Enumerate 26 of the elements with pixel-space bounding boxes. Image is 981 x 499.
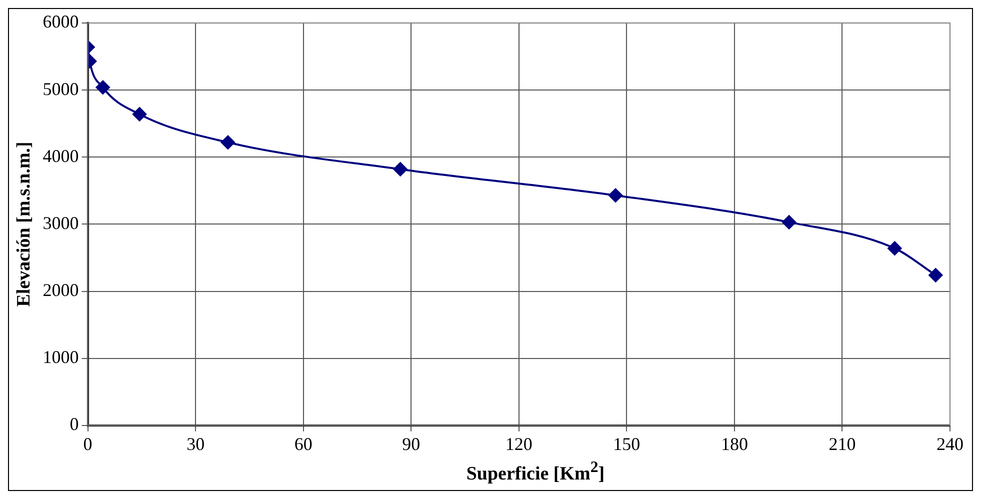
point — [608, 188, 623, 202]
y-tick-label: 4000 — [42, 146, 79, 166]
y-tick-label: 2000 — [42, 280, 79, 300]
x-axis-title: Superficie [Km$^{2}$] — [465, 459, 606, 486]
x-tick-label: 90 — [402, 434, 420, 454]
point — [393, 162, 408, 176]
y-tick-label: 1000 — [42, 347, 79, 368]
x-tick-label: 30 — [186, 434, 205, 454]
y-tick-label: 0 — [70, 414, 79, 434]
point — [96, 80, 110, 94]
y-tick-label: 6000 — [42, 12, 79, 32]
x-tick-label: 60 — [294, 434, 312, 454]
x-tick-label: 180 — [720, 434, 748, 454]
x-tick-label: 240 — [936, 434, 964, 454]
y-axis-title: Elevación [m.s.n.m.] — [13, 142, 34, 307]
x-tick-label: 0 — [83, 434, 92, 454]
point — [782, 215, 796, 230]
point — [888, 241, 902, 256]
x-tick-label: 150 — [613, 434, 640, 454]
point — [928, 268, 943, 282]
x-tick-label: 210 — [828, 434, 856, 454]
x-tick-label: 120 — [505, 434, 532, 454]
y-tick-label: 5000 — [42, 78, 79, 99]
y-tick-label: 3000 — [42, 212, 79, 233]
point — [220, 135, 235, 150]
point — [132, 107, 147, 122]
